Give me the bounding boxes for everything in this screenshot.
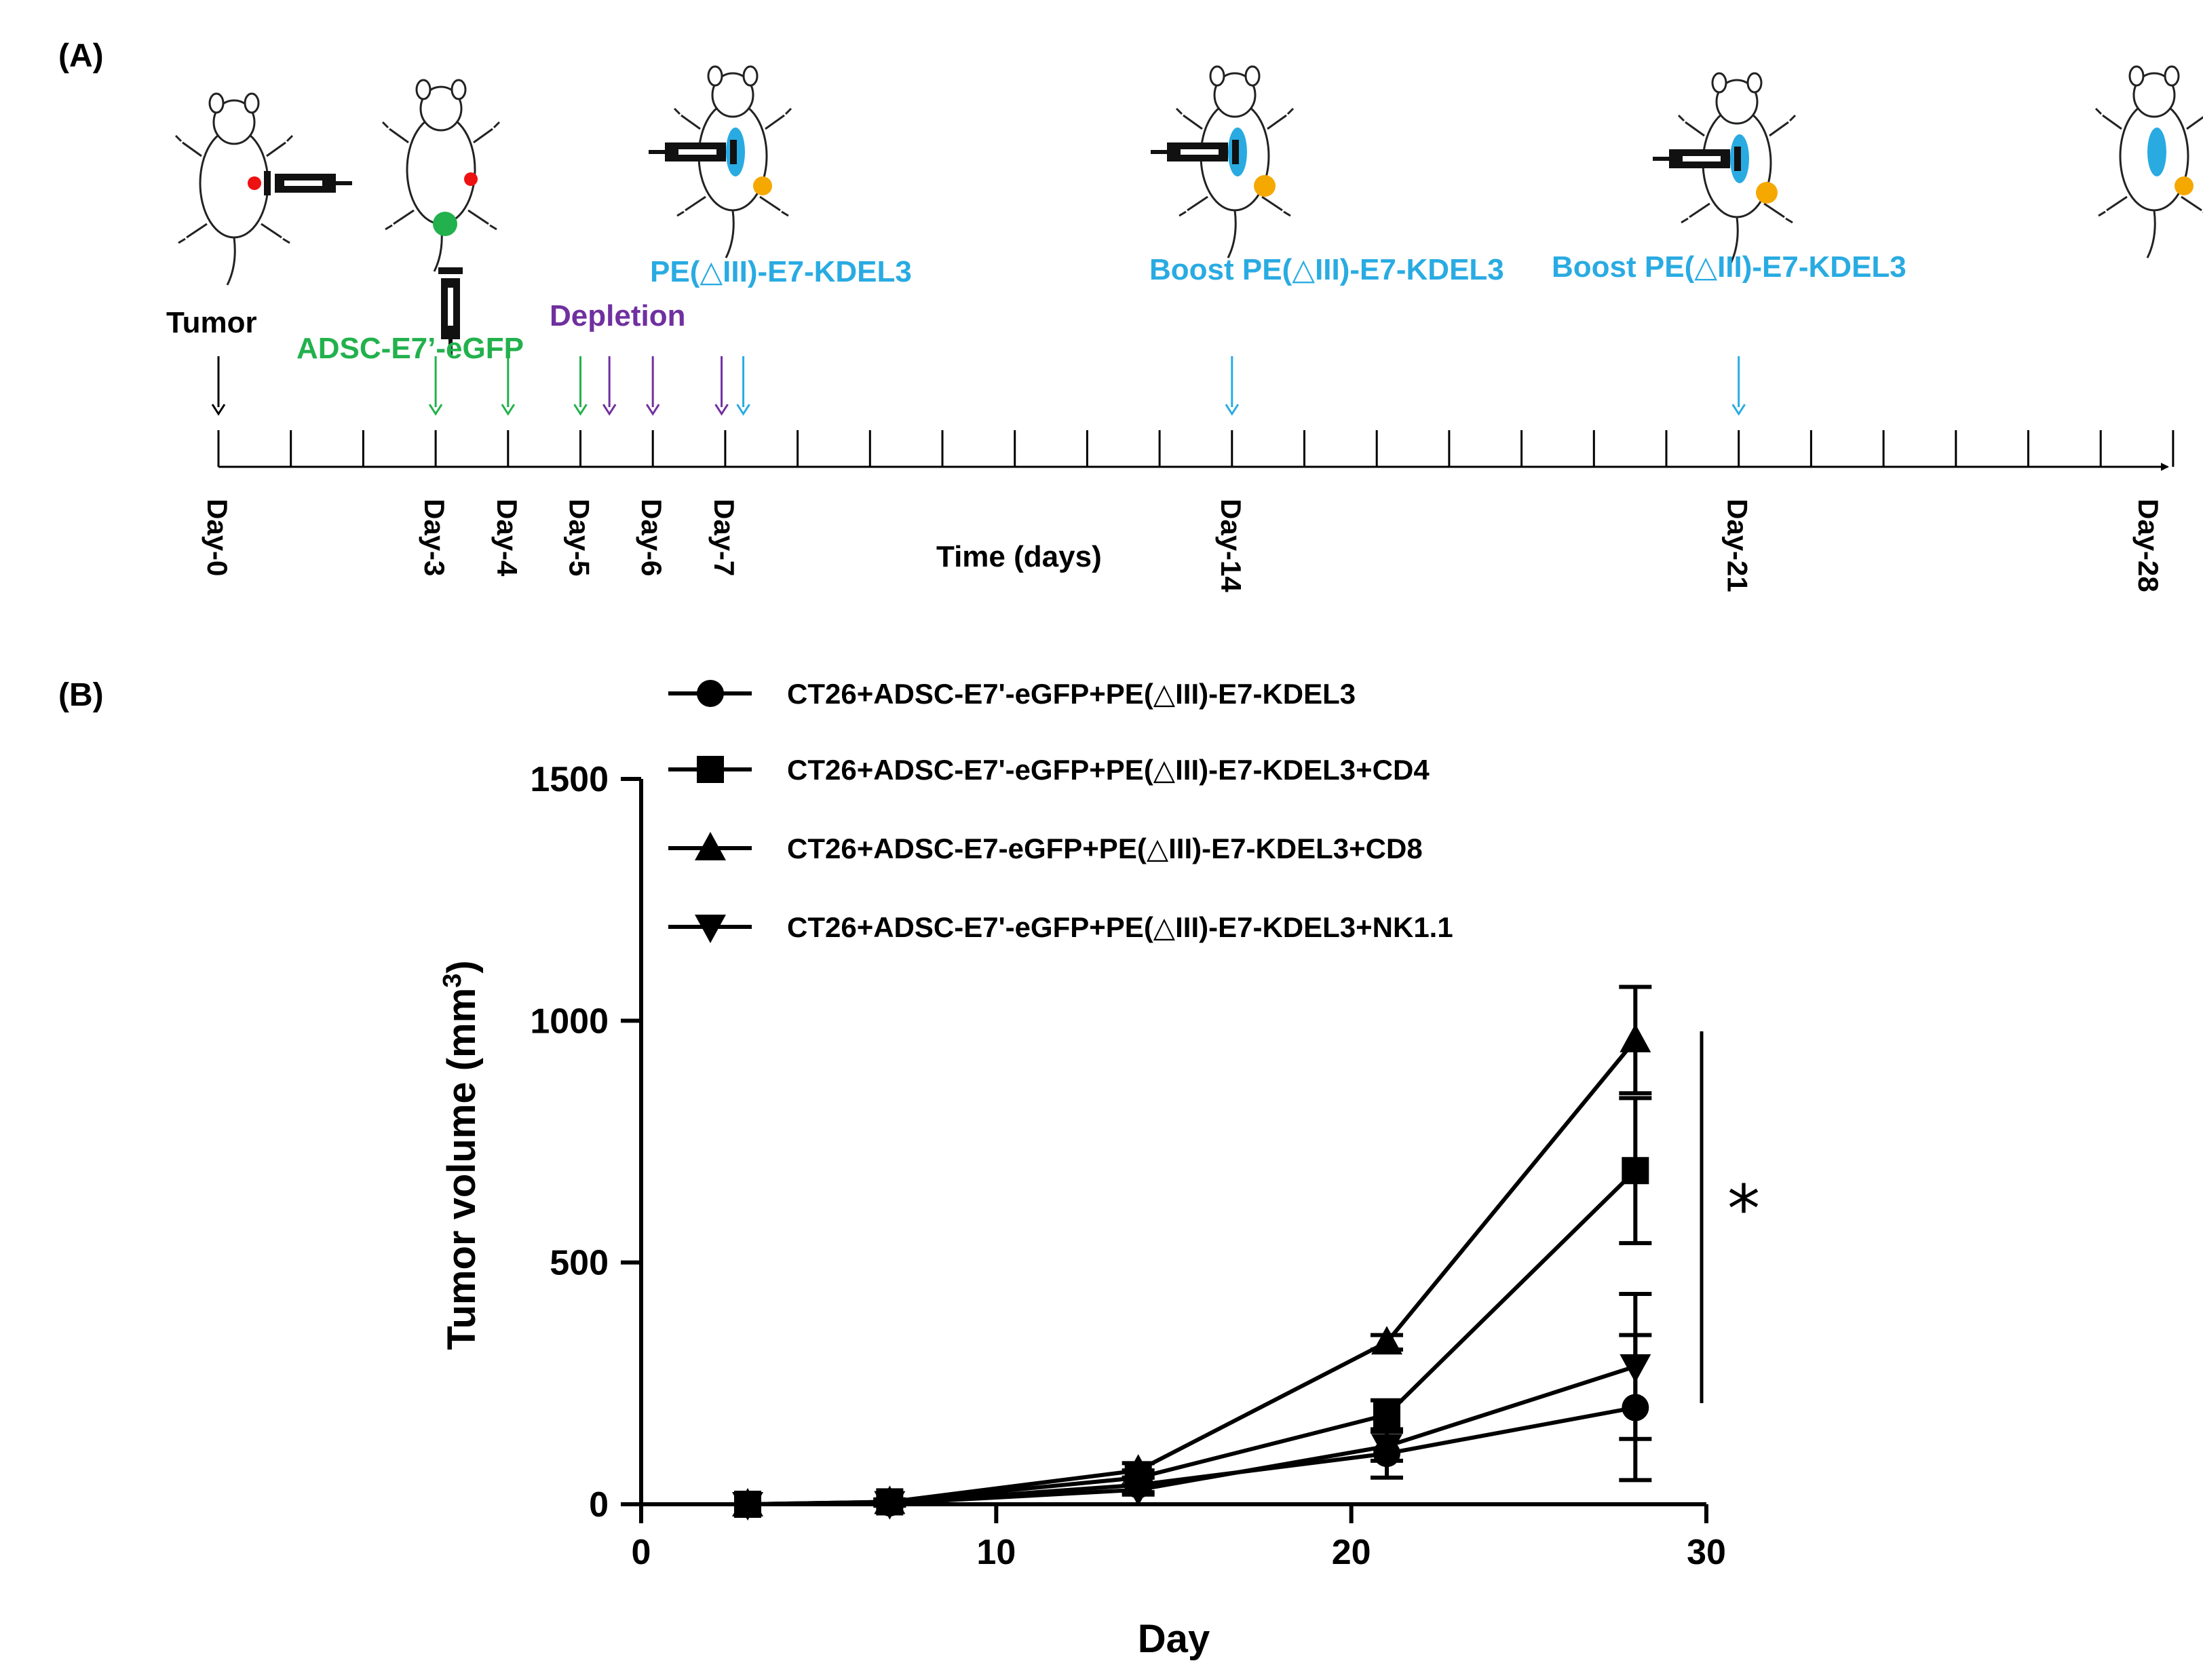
day-label: Day-7 [708,499,740,576]
data-point [1622,1157,1649,1185]
x-tick-label: 10 [976,1533,1016,1572]
mouse-illustration-day14 [1151,65,1295,259]
data-point [1371,1326,1402,1355]
depletion-arrow-head [602,404,617,416]
tumor-volume-chart: 0 10 20 30 0 500 1000 1500 Day Tumor volume (mm3)… [438,760,1760,1661]
series-triangle-up [732,985,1652,1516]
series-circle [734,1333,1652,1518]
legend-label: CT26+ADSC-E7'-eGFP+PE(△III)-E7-KDEL3+NK1… [787,911,1453,943]
day-label: Day-5 [564,499,596,576]
panel-b-label: (B) [58,677,104,713]
x-axis-title: Day [1138,1617,1210,1661]
tumor-arrow-head [211,404,226,416]
significance-star: * [1727,1171,1760,1247]
depletion-arrow-head [714,404,729,416]
legend-item: CT26+ADSC-E7-eGFP+PE(△III)-E7-KDEL3+CD8 [668,832,1423,864]
data-point [1620,1354,1651,1383]
day-label: Day-3 [419,499,451,576]
data-point [874,1491,906,1520]
adsc-arrow-head [428,404,443,416]
legend-marker [697,680,724,707]
legend-marker [695,915,726,943]
legend-label: CT26+ADSC-E7-eGFP+PE(△III)-E7-KDEL3+CD8 [787,833,1423,864]
vaccine-arrow-head [736,404,750,416]
y-tick-label: 0 [589,1485,609,1525]
mouse-illustration-day3 [381,79,501,356]
adsc-label: ADSC-E7’-eGFP [296,332,524,365]
legend-marker [697,756,724,783]
chart-legend: CT26+ADSC-E7'-eGFP+PE(△III)-E7-KDEL3 CT26… [668,678,1453,943]
legend-label: CT26+ADSC-E7'-eGFP+PE(△III)-E7-KDEL3+CD4 [787,754,1430,786]
boost2-label: Boost PE(△III)-E7-KDEL3 [1552,250,1907,284]
panel-a-label: (A) [58,38,104,74]
legend-item: CT26+ADSC-E7'-eGFP+PE(△III)-E7-KDEL3+CD4 [668,754,1430,786]
data-point [1620,1023,1651,1052]
depletion-arrow-head [645,404,660,416]
adsc-arrow-head [573,404,588,416]
mouse-illustration-day7 [649,65,792,259]
day-label: Day-4 [491,499,523,577]
series-line [747,1038,1637,1506]
boost1-label: Boost PE(△III)-E7-KDEL3 [1149,253,1504,286]
data-point [1122,1454,1154,1483]
day-label: Day-0 [202,499,233,576]
mouse-illustration-day28 [2094,65,2203,259]
legend-label: CT26+ADSC-E7'-eGFP+PE(△III)-E7-KDEL3 [787,678,1356,710]
day-label: Day-6 [636,499,668,576]
vaccine-arrow-head [1225,404,1240,416]
data-point [1373,1401,1400,1429]
timeline: Day-0 Day-3 Day-4 Day-5 Day-6 Day-7 Day-14 Day-… [202,356,2175,592]
day-label: Day-28 [2132,499,2164,592]
x-tick-label: 0 [632,1533,651,1572]
legend-item: CT26+ADSC-E7'-eGFP+PE(△III)-E7-KDEL3 [668,678,1356,710]
data-point [732,1492,763,1521]
day-label: Day-14 [1215,499,1247,592]
y-tick-label: 1500 [530,760,609,799]
time-axis-title: Time (days) [936,540,1102,573]
tumor-label: Tumor [166,306,257,339]
y-tick-label: 500 [550,1244,609,1283]
y-axis-title: Tumor volume (mm3) [438,960,484,1350]
legend-marker [695,832,726,860]
mouse-illustration-day21 [1653,72,1797,266]
day-label: Day-21 [1722,499,1754,592]
adsc-arrow-head [501,404,516,416]
vaccine-label: PE(△III)-E7-KDEL3 [650,255,912,288]
depletion-label: Depletion [550,299,685,332]
data-point [1371,1434,1402,1463]
x-tick-label: 30 [1687,1533,1726,1572]
series-triangle-down [732,1291,1652,1521]
mouse-illustration-day0 [174,92,352,286]
series-square [734,1096,1652,1518]
vaccine-arrow-head [1731,404,1746,416]
data-point [1122,1477,1154,1506]
series-line [747,1364,1636,1506]
series-line [747,1169,1637,1506]
x-tick-label: 20 [1332,1533,1371,1572]
y-tick-label: 1000 [530,1001,609,1041]
legend-item: CT26+ADSC-E7'-eGFP+PE(△III)-E7-KDEL3+NK1… [668,911,1453,943]
